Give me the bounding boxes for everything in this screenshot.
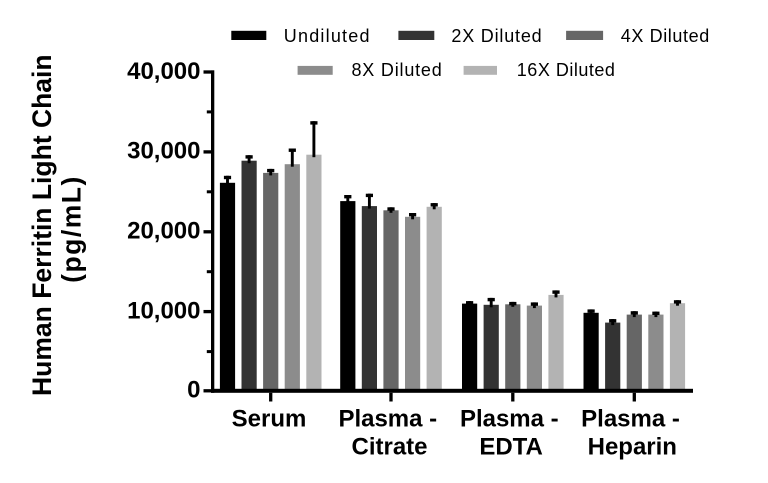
svg-text:Plasma -: Plasma -	[460, 406, 559, 433]
svg-text:Heparin: Heparin	[588, 433, 677, 460]
svg-text:(pg/mL): (pg/mL)	[57, 175, 87, 283]
svg-text:16X Diluted: 16X Diluted	[517, 60, 616, 80]
svg-text:20,000: 20,000	[127, 218, 200, 245]
svg-text:10,000: 10,000	[127, 297, 200, 324]
svg-text:Undiluted: Undiluted	[284, 26, 371, 46]
svg-text:Human Ferritin Light Chain: Human Ferritin Light Chain	[27, 54, 57, 396]
svg-text:EDTA: EDTA	[479, 433, 543, 460]
svg-text:8X Diluted: 8X Diluted	[352, 60, 443, 80]
svg-text:Plasma -: Plasma -	[338, 406, 437, 433]
svg-text:0: 0	[187, 377, 200, 404]
svg-text:40,000: 40,000	[127, 58, 200, 85]
svg-text:Citrate: Citrate	[351, 433, 427, 460]
svg-text:2X Diluted: 2X Diluted	[451, 26, 542, 46]
svg-text:4X Diluted: 4X Diluted	[621, 26, 710, 46]
svg-text:30,000: 30,000	[127, 138, 200, 165]
svg-text:Serum: Serum	[232, 406, 307, 433]
svg-text:Plasma -: Plasma -	[581, 406, 680, 433]
